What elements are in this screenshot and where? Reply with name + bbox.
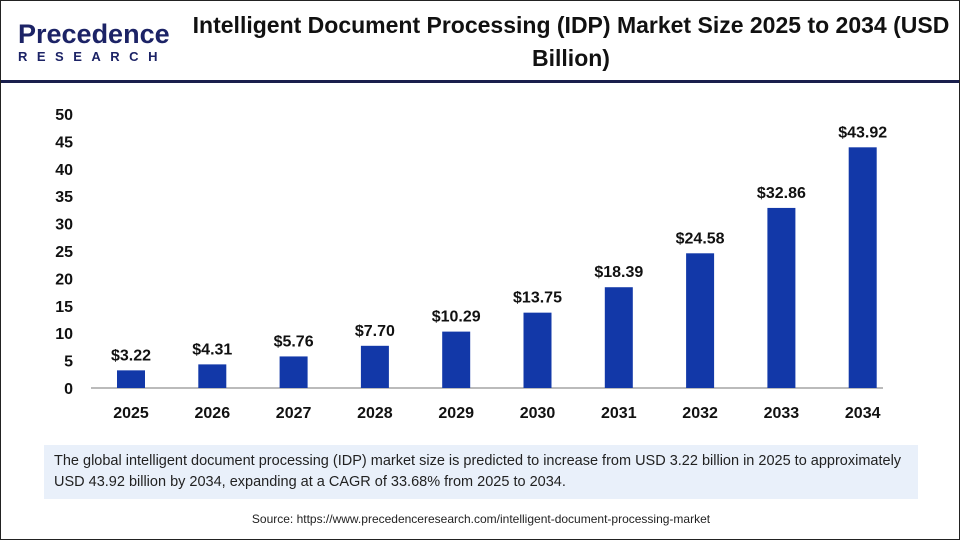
x-tick-label: 2032 xyxy=(682,405,718,422)
y-tick-label: 30 xyxy=(55,217,73,234)
logo: Precedence RESEARCH xyxy=(18,19,170,65)
x-tick-label: 2026 xyxy=(195,405,231,422)
data-label: $5.76 xyxy=(274,333,314,350)
data-label: $24.58 xyxy=(676,230,725,247)
y-tick-label: 10 xyxy=(55,326,73,343)
data-label: $18.39 xyxy=(594,264,643,281)
x-tick-label: 2027 xyxy=(276,405,312,422)
bar-2026 xyxy=(198,364,227,388)
bar-2028 xyxy=(360,345,389,388)
logo-text: Precedence xyxy=(18,19,170,49)
source-text: Source: https://www.precedenceresearch.c… xyxy=(251,512,711,526)
bar-2034 xyxy=(848,147,877,388)
x-tick-label: 2033 xyxy=(764,405,800,422)
bar-2025 xyxy=(117,370,145,388)
data-label: $7.70 xyxy=(355,323,395,340)
bar-2031 xyxy=(604,287,633,388)
summary-note: The global intelligent document processi… xyxy=(44,445,918,499)
y-tick-label: 0 xyxy=(64,381,73,398)
chart-title: Intelligent Document Processing (IDP) Ma… xyxy=(192,12,950,71)
x-tick-label: 2031 xyxy=(601,405,637,422)
y-tick-label: 20 xyxy=(55,271,73,288)
data-label: $3.22 xyxy=(111,347,151,364)
data-label: $4.31 xyxy=(192,341,232,358)
logo-subtext: RESEARCH xyxy=(18,49,167,64)
x-tick-label: 2028 xyxy=(357,405,393,422)
bar-chart: 05101520253035404550$3.222025$4.312026$5… xyxy=(55,107,887,422)
y-tick-label: 35 xyxy=(55,189,73,206)
bar-2032 xyxy=(686,253,715,388)
data-label: $13.75 xyxy=(513,290,562,307)
y-tick-label: 50 xyxy=(55,107,73,124)
y-tick-label: 15 xyxy=(55,299,73,316)
y-tick-label: 25 xyxy=(55,244,73,261)
x-tick-label: 2025 xyxy=(113,405,149,422)
data-label: $43.92 xyxy=(838,124,887,141)
bar-2029 xyxy=(442,331,471,388)
x-tick-label: 2030 xyxy=(520,405,556,422)
y-tick-label: 5 xyxy=(64,354,73,371)
header-divider xyxy=(1,80,959,83)
bar-2030 xyxy=(523,312,552,388)
y-tick-label: 40 xyxy=(55,162,73,179)
y-tick-label: 45 xyxy=(55,134,73,151)
data-label: $32.86 xyxy=(757,185,806,202)
x-tick-label: 2034 xyxy=(845,405,881,422)
bar-2027 xyxy=(279,356,308,388)
bar-2033 xyxy=(767,207,796,388)
x-tick-label: 2029 xyxy=(438,405,474,422)
data-label: $10.29 xyxy=(432,309,481,326)
